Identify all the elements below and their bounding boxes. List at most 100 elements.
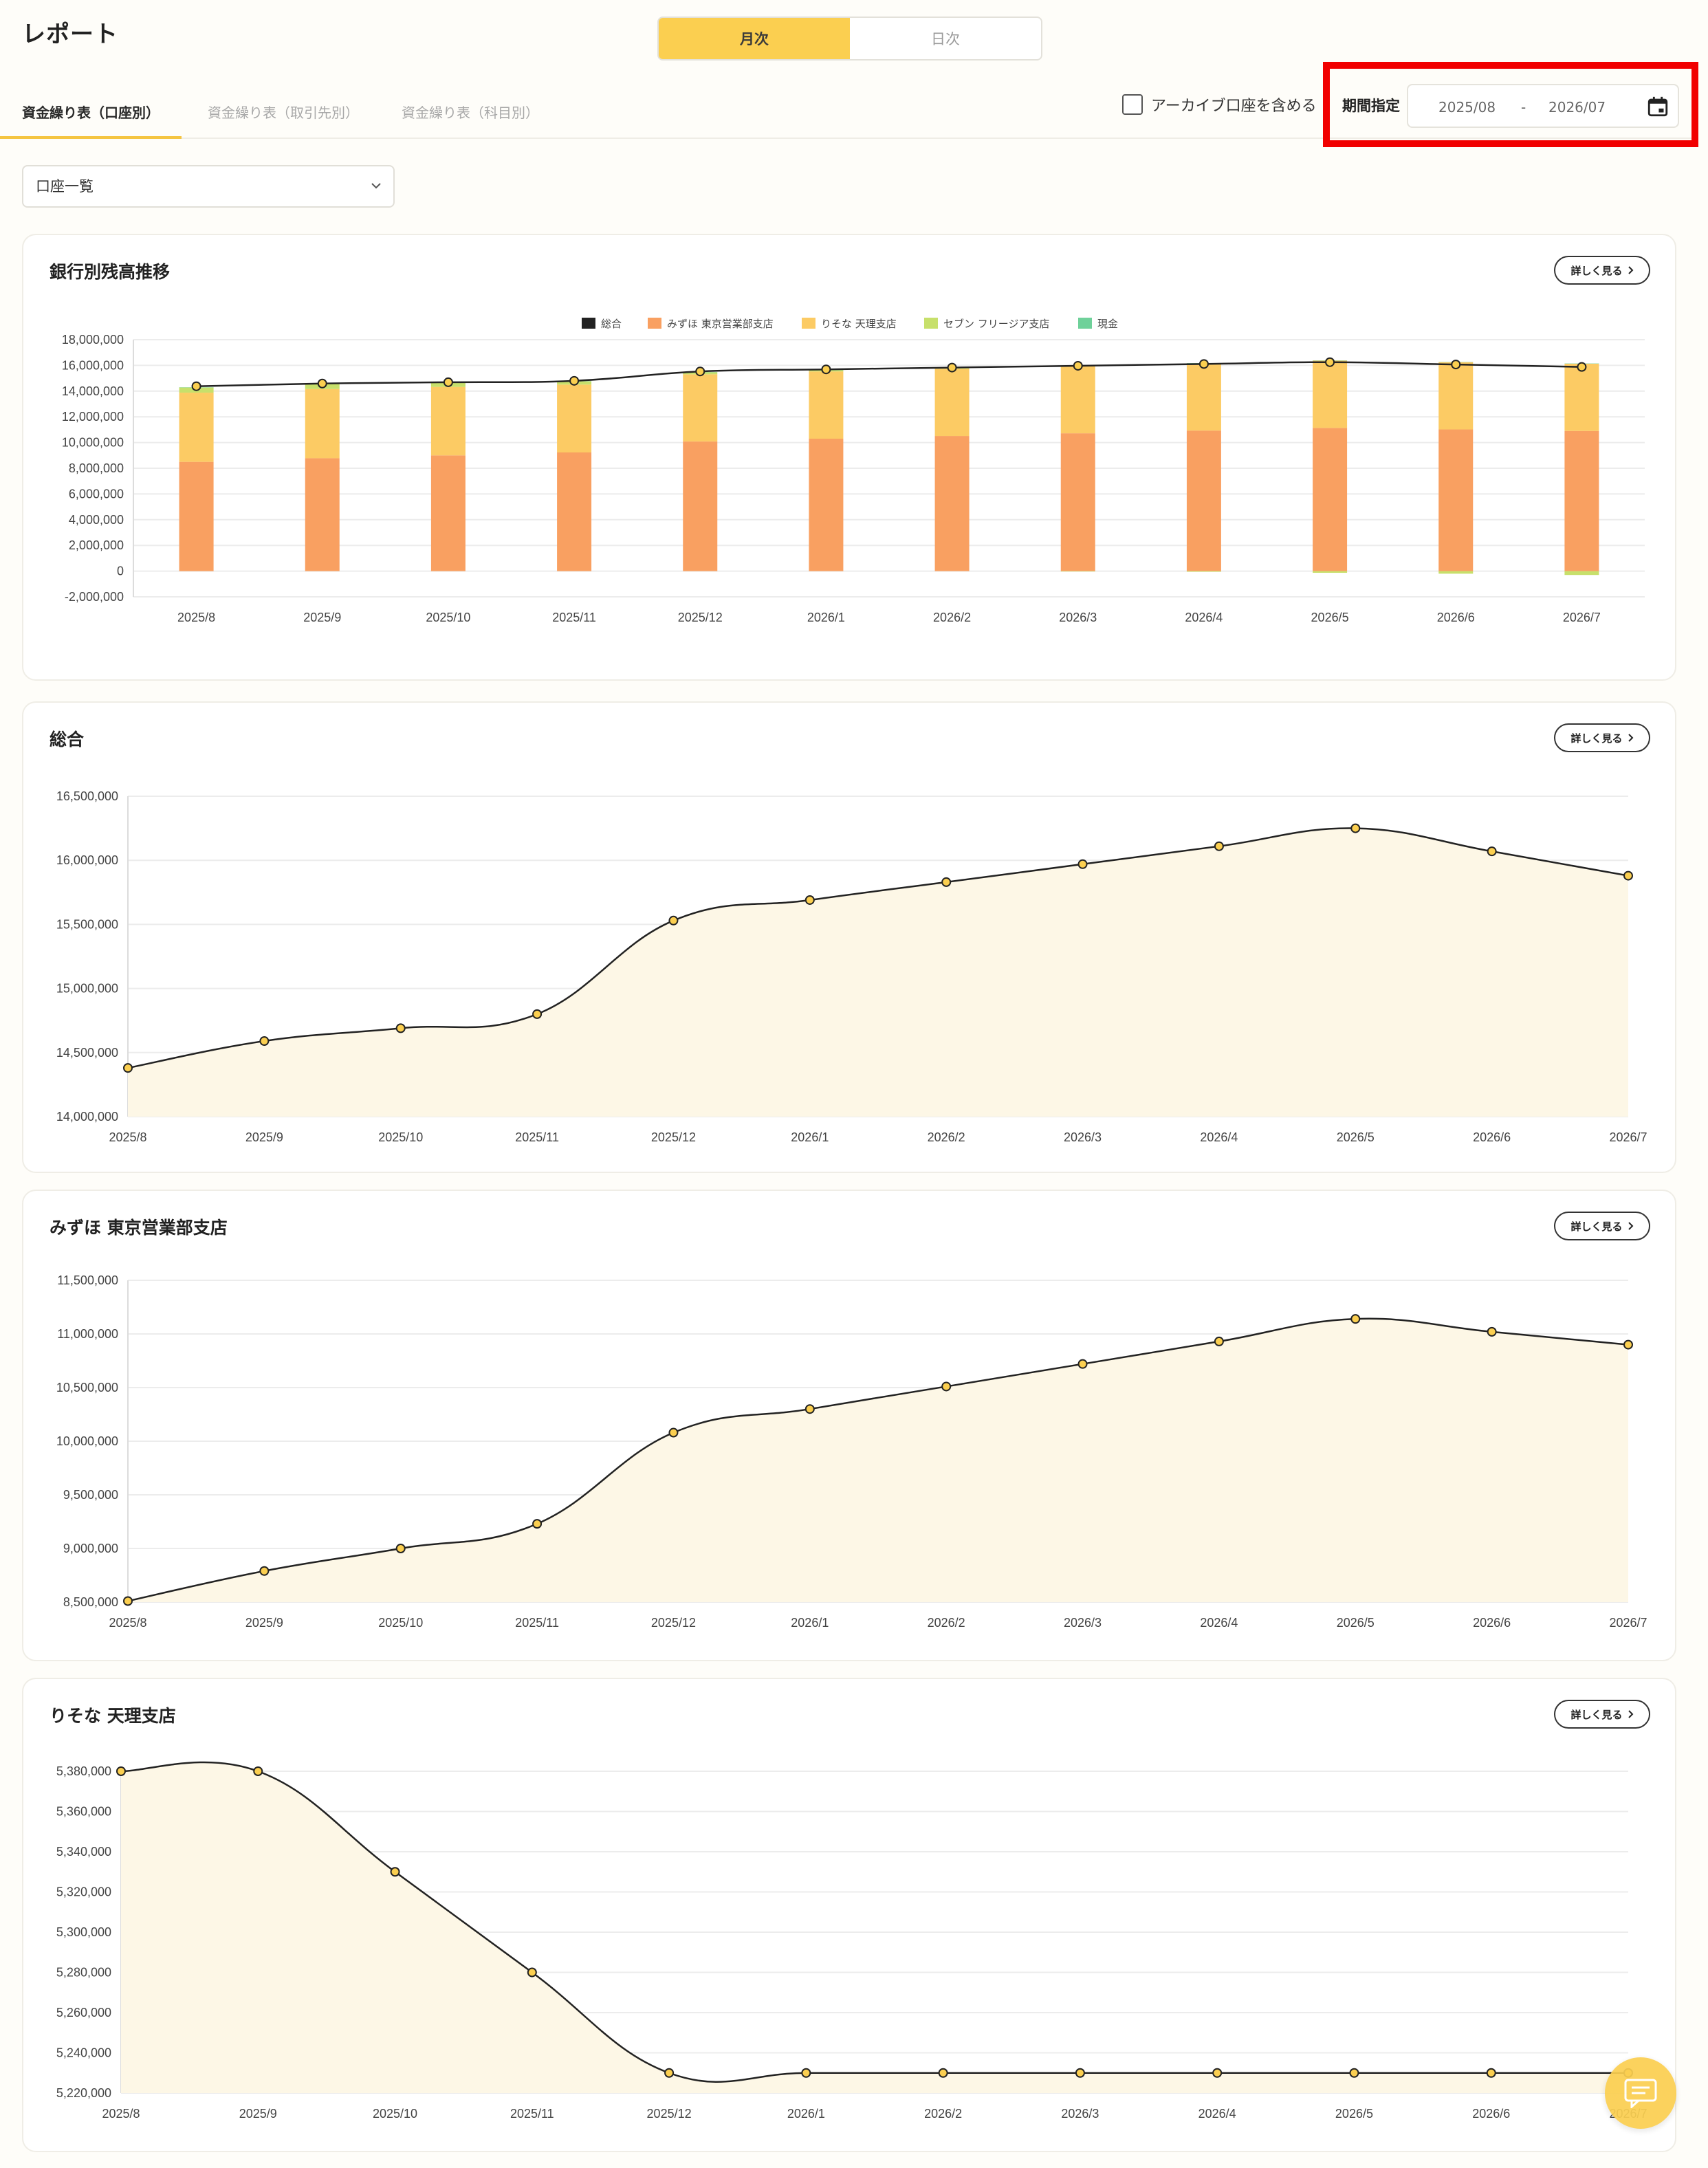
bar-segment bbox=[809, 438, 844, 571]
bar-segment bbox=[1564, 571, 1599, 576]
y-tick-label: 14,000,000 bbox=[56, 1110, 118, 1124]
data-point bbox=[1623, 871, 1633, 881]
detail-label: 詳しく見る bbox=[1570, 1220, 1623, 1233]
x-tick-label: 2026/6 bbox=[1473, 1130, 1511, 1144]
archive-label: アーカイブ口座を含める bbox=[1151, 98, 1317, 115]
bar-segment bbox=[1060, 433, 1095, 571]
y-tick-label: 5,320,000 bbox=[56, 1885, 111, 1899]
tab-account[interactable]: 資金繰り表（口座別） bbox=[0, 92, 182, 139]
data-point bbox=[941, 1381, 952, 1392]
bar-segment bbox=[305, 388, 340, 459]
data-point bbox=[938, 2068, 948, 2078]
data-point bbox=[1325, 357, 1335, 367]
tab-category[interactable]: 資金繰り表（科目別） bbox=[402, 105, 539, 121]
end-date[interactable]: 2026/07 bbox=[1548, 99, 1606, 116]
x-tick-label: 2026/1 bbox=[807, 611, 845, 624]
chart-title: みずほ 東京営業部支店 bbox=[50, 1218, 228, 1238]
detail-button[interactable]: 詳しく見る bbox=[1554, 1700, 1650, 1729]
data-point bbox=[947, 362, 957, 373]
bar-segment bbox=[1564, 430, 1599, 571]
y-tick-label: 9,000,000 bbox=[63, 1542, 118, 1555]
x-tick-label: 2025/12 bbox=[651, 1130, 696, 1144]
bar-segment bbox=[179, 393, 214, 462]
data-point bbox=[668, 915, 679, 926]
monthly-toggle-button[interactable]: 月次 bbox=[659, 18, 850, 59]
y-tick-label: 6,000,000 bbox=[69, 487, 124, 501]
y-tick-label: 11,500,000 bbox=[57, 1273, 118, 1287]
y-tick-label: 14,500,000 bbox=[56, 1046, 118, 1060]
chart-title: 総合 bbox=[50, 730, 85, 749]
date-range-picker[interactable]: 2025/08 - 2026/07 bbox=[1407, 84, 1679, 128]
data-point bbox=[1350, 823, 1361, 833]
y-tick-label: 2,000,000 bbox=[69, 538, 124, 552]
x-tick-label: 2026/6 bbox=[1472, 2107, 1510, 2121]
x-tick-label: 2025/9 bbox=[239, 2107, 277, 2121]
y-tick-label: 15,000,000 bbox=[56, 982, 118, 996]
area-fill bbox=[128, 828, 1628, 1117]
mizuho-chart: 11,500,000 11,000,000 10,500,000 10,000,000… bbox=[56, 1273, 1647, 1630]
page-title: レポート bbox=[22, 21, 118, 48]
legend-swatch bbox=[582, 318, 595, 329]
data-point bbox=[569, 375, 580, 386]
bar-segment bbox=[557, 452, 592, 571]
chat-button[interactable] bbox=[1605, 2057, 1676, 2129]
x-tick-label: 2025/11 bbox=[515, 1130, 559, 1144]
view-toggle: 月次 日次 bbox=[657, 17, 1042, 61]
x-tick-label: 2026/5 bbox=[1337, 1616, 1375, 1630]
chart-title: りそな 天理支店 bbox=[50, 1706, 176, 1726]
x-tick-label: 2025/10 bbox=[378, 1616, 423, 1630]
data-point bbox=[395, 1023, 406, 1033]
x-tick-label: 2026/4 bbox=[1198, 2107, 1236, 2121]
mizuho-card: みずほ 東京営業部支店 詳しく見る 11,500,000 11,000,000 10… bbox=[22, 1190, 1676, 1661]
daily-toggle-button[interactable]: 日次 bbox=[931, 31, 960, 47]
x-tick-label: 2026/4 bbox=[1200, 1130, 1238, 1144]
legend-swatch bbox=[1078, 318, 1092, 329]
x-tick-label: 2026/4 bbox=[1200, 1616, 1238, 1630]
data-point bbox=[390, 1867, 400, 1877]
detail-button[interactable]: 詳しく見る bbox=[1554, 723, 1650, 752]
y-tick-label: 5,240,000 bbox=[56, 2046, 111, 2060]
detail-button[interactable]: 詳しく見る bbox=[1554, 256, 1650, 285]
x-tick-label: 2025/8 bbox=[109, 1616, 146, 1630]
bar-segment bbox=[430, 455, 466, 571]
archive-checkbox[interactable] bbox=[1122, 94, 1143, 115]
x-tick-label: 2025/11 bbox=[515, 1616, 559, 1630]
x-tick-label: 2025/10 bbox=[426, 611, 470, 624]
y-tick-label: 0 bbox=[117, 565, 124, 578]
x-tick-label: 2025/12 bbox=[651, 1616, 696, 1630]
bar-segment bbox=[1186, 363, 1221, 431]
data-point bbox=[116, 1766, 126, 1776]
tab-partner[interactable]: 資金繰り表（取引先別） bbox=[208, 105, 359, 121]
data-point bbox=[804, 1404, 815, 1414]
data-point bbox=[1214, 841, 1224, 851]
bar-segment bbox=[934, 369, 970, 437]
account-select[interactable]: 口座一覧 bbox=[22, 165, 395, 208]
x-tick-label: 2026/2 bbox=[933, 611, 971, 624]
y-tick-label: 10,000,000 bbox=[62, 436, 124, 450]
x-tick-label: 2026/6 bbox=[1437, 611, 1475, 624]
data-point bbox=[1077, 1359, 1088, 1369]
bar-segment bbox=[1186, 430, 1221, 571]
data-point bbox=[123, 1063, 133, 1073]
x-tick-label: 2025/12 bbox=[647, 2107, 692, 2121]
data-point bbox=[1073, 360, 1083, 371]
y-tick-label: 16,000,000 bbox=[56, 853, 118, 867]
data-point bbox=[443, 377, 453, 387]
data-point bbox=[1349, 2068, 1359, 2078]
chevron-right-icon bbox=[1628, 734, 1633, 742]
bar-segment bbox=[1438, 571, 1474, 574]
detail-button[interactable]: 詳しく見る bbox=[1554, 1212, 1650, 1240]
chevron-down-icon bbox=[371, 183, 381, 189]
x-tick-label: 2025/11 bbox=[510, 2107, 554, 2121]
report-tabs: 資金繰り表（口座別） 資金繰り表（取引先別） 資金繰り表（科目別） bbox=[0, 92, 1691, 139]
archive-toggle[interactable]: アーカイブ口座を含める bbox=[1122, 94, 1317, 116]
x-tick-label: 2026/1 bbox=[787, 2107, 825, 2121]
calendar-icon[interactable] bbox=[1646, 95, 1669, 118]
bank-balance-card: 銀行別残高推移 詳しく見る 総合 みずほ 東京営業部支店 りそな 天理支店 セブン フ… bbox=[22, 234, 1676, 681]
x-tick-label: 2026/5 bbox=[1337, 1130, 1375, 1144]
y-tick-label: 9,500,000 bbox=[63, 1488, 118, 1502]
chevron-right-icon bbox=[1628, 266, 1633, 274]
bar-segment bbox=[1313, 360, 1348, 428]
start-date[interactable]: 2025/08 bbox=[1438, 99, 1496, 116]
data-point bbox=[1214, 1336, 1224, 1346]
